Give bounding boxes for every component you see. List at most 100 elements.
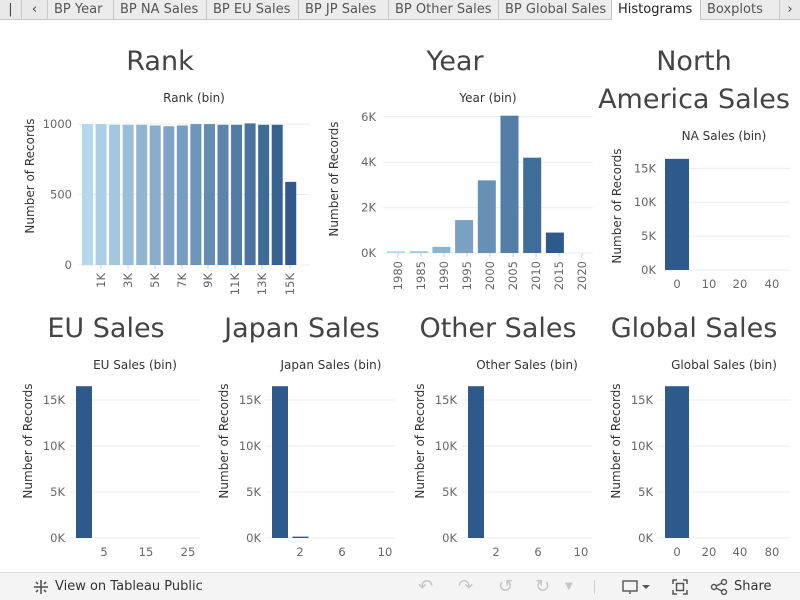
x-tick-label: 15K — [283, 273, 297, 296]
y-tick-label: 5K — [641, 229, 656, 243]
scroll-tabs-left-icon[interactable]: ‹ — [22, 0, 48, 19]
x-tick-label: 10 — [378, 545, 393, 559]
y-axis-label: Number of Records — [217, 383, 231, 498]
histogram-panel-2: Year Year (bin) Number of Records 0K 2K 4K 6K 1… — [327, 46, 593, 290]
histogram-bar — [149, 125, 161, 265]
y-tick-label: 10K — [435, 439, 458, 453]
histogram-bar — [122, 124, 134, 265]
x-tick-label: 10 — [702, 277, 717, 291]
fullscreen-button[interactable] — [672, 573, 688, 600]
histogram-bar — [231, 124, 243, 265]
y-tick-label: 15K — [631, 393, 654, 407]
tab-bp-year[interactable]: BP Year — [48, 0, 114, 19]
histogram-bar — [95, 124, 107, 265]
y-tick-label: 0K — [50, 531, 65, 545]
tab-bp-global-sales[interactable]: BP Global Sales — [499, 0, 612, 19]
x-tick-label: 2005 — [506, 261, 520, 290]
y-tick-label: 2K — [361, 201, 376, 215]
histogram-bar — [82, 124, 93, 265]
panel-title-line-2: America Sales — [598, 84, 790, 115]
chart-title: NA Sales (bin) — [682, 129, 767, 143]
chart-title: Year (bin) — [458, 91, 516, 105]
x-tick-label: 3K — [121, 273, 135, 288]
bottom-toolbar: View on Tableau Public ↶ ↷ ↺ ↻ ▼ Share — [0, 572, 800, 600]
y-axis-label: Number of Records — [609, 383, 623, 498]
x-tick-label: 6 — [534, 545, 541, 559]
x-tick-label: 20 — [733, 277, 748, 291]
x-tick-label: 2010 — [529, 261, 543, 290]
panel-title: Other Sales — [419, 313, 576, 344]
fullscreen-icon — [672, 578, 688, 595]
y-axis-label: Number of Records — [413, 383, 427, 498]
histogram-bar — [665, 158, 689, 270]
histogram-bar — [409, 251, 428, 253]
y-tick-label: 6K — [361, 110, 376, 124]
tableau-logo-icon — [34, 579, 48, 594]
x-tick-label: 20 — [702, 545, 717, 559]
tab-bp-eu-sales[interactable]: BP EU Sales — [207, 0, 299, 19]
tab-bp-na-sales[interactable]: BP NA Sales — [114, 0, 207, 19]
x-tick-label: 2000 — [483, 261, 497, 290]
histogram-bar — [271, 124, 283, 265]
share-button[interactable]: Share — [710, 573, 772, 600]
y-tick-label: 500 — [50, 188, 72, 202]
histogram-bar — [387, 251, 405, 253]
undo-icon[interactable]: ↶ — [418, 576, 434, 597]
histogram-bar — [258, 124, 270, 265]
x-tick-label: 2015 — [552, 261, 566, 290]
dropdown-icon[interactable]: ▼ — [565, 581, 573, 592]
revert-icon[interactable]: ↺ — [498, 576, 514, 597]
y-tick-label: 4K — [361, 155, 376, 169]
histogram-panel-3: North America Sales NA Sales (bin) Number o… — [598, 46, 790, 291]
x-tick-label: 0 — [673, 545, 680, 559]
scroll-tabs-right-icon[interactable]: › — [780, 0, 800, 19]
panel-title: EU Sales — [47, 313, 164, 344]
histogram-bar — [76, 386, 92, 538]
tab-bp-jp-sales[interactable]: BP JP Sales — [299, 0, 389, 19]
y-axis-label: Number of Records — [610, 148, 624, 263]
x-tick-label: 1995 — [460, 261, 474, 290]
chart-title: Global Sales (bin) — [671, 358, 777, 372]
download-icon — [622, 579, 650, 594]
histogram-bar — [665, 386, 689, 538]
y-tick-label: 15K — [239, 393, 262, 407]
tab-bp-other-sales[interactable]: BP Other Sales — [389, 0, 499, 19]
y-tick-label: 1000 — [43, 117, 72, 131]
y-tick-label: 15K — [634, 161, 657, 175]
histogram-bar — [468, 386, 484, 538]
panel-title: Global Sales — [611, 313, 778, 344]
redo-icon[interactable]: ↷ — [458, 576, 474, 597]
histogram-bar — [109, 124, 121, 265]
histogram-bar — [163, 126, 175, 265]
chart-title: EU Sales (bin) — [93, 358, 177, 372]
x-tick-label: 1K — [94, 273, 108, 288]
x-tick-label: 2020 — [575, 261, 589, 290]
y-tick-label: 10K — [239, 439, 262, 453]
y-tick-label: 5K — [442, 485, 457, 499]
y-tick-label: 0K — [442, 531, 457, 545]
download-button[interactable] — [622, 573, 650, 600]
x-tick-label: 11K — [228, 273, 242, 296]
y-tick-label: 0K — [361, 246, 376, 260]
tab-boxplots[interactable]: Boxplots — [701, 0, 780, 19]
chart-title: Other Sales (bin) — [476, 358, 578, 372]
histogram-panel-1: Rank Rank (bin) Number of Records 0 500 1000 1… — [23, 46, 310, 295]
x-tick-label: 15 — [139, 545, 154, 559]
x-tick-label: 25 — [181, 545, 196, 559]
scroll-tabs-first-icon[interactable]: | — [0, 0, 22, 19]
x-tick-label: 2 — [296, 545, 303, 559]
panel-title: Rank — [126, 46, 194, 77]
histogram-panel-6: Other Sales Other Sales (bin) Number of Re… — [413, 313, 592, 559]
y-tick-label: 5K — [246, 485, 261, 499]
tab-histograms[interactable]: Histograms — [612, 0, 701, 20]
histogram-panel-4: EU Sales EU Sales (bin) Number of Records 0… — [21, 313, 200, 559]
view-on-tableau-public-link[interactable]: View on Tableau Public — [32, 573, 203, 600]
y-tick-label: 5K — [638, 485, 653, 499]
x-tick-label: 80 — [765, 545, 780, 559]
refresh-icon[interactable]: ↻ — [535, 576, 551, 597]
x-tick-label: 40 — [765, 277, 780, 291]
y-tick-label: 5K — [50, 485, 65, 499]
toolbar-divider — [594, 580, 595, 594]
sheet-tab-bar: | ‹ BP Year BP NA Sales BP EU Sales BP J… — [0, 0, 800, 20]
